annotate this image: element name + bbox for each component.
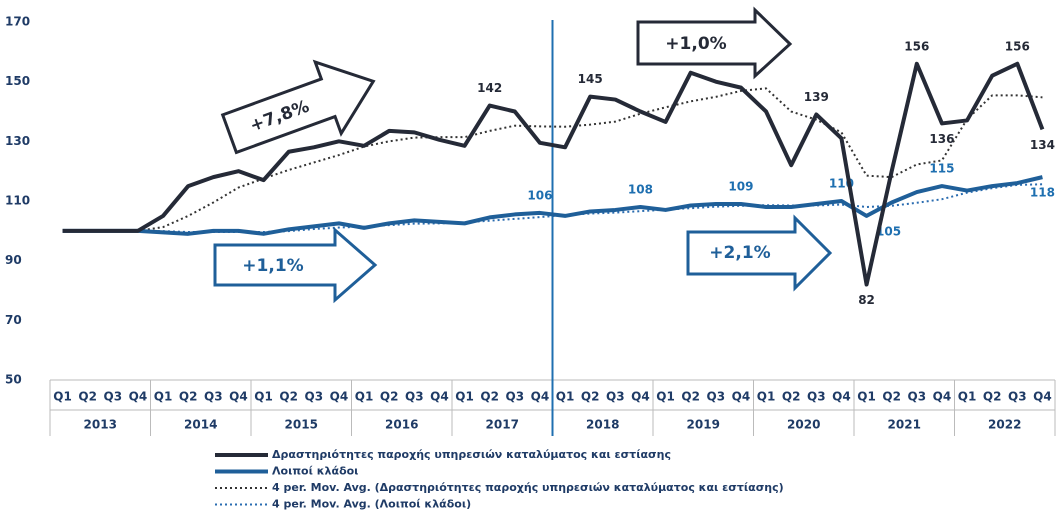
x-tick-label: Q3: [606, 390, 625, 404]
x-tick-label: Q2: [581, 390, 600, 404]
data-label: 109: [728, 179, 753, 193]
data-label: 142: [477, 81, 502, 95]
x-group-label: 2021: [888, 418, 921, 432]
x-tick-label: Q1: [355, 390, 374, 404]
data-label: 145: [578, 72, 603, 86]
x-tick-label: Q3: [104, 390, 123, 404]
x-tick-label: Q4: [933, 390, 952, 404]
data-label: 156: [1005, 39, 1030, 53]
x-tick-label: Q1: [556, 390, 575, 404]
x-tick-label: Q2: [681, 390, 700, 404]
x-tick-label: Q3: [1008, 390, 1027, 404]
x-tick-label: Q4: [129, 390, 148, 404]
series-line: [137, 183, 1043, 234]
x-group-label: 2016: [385, 418, 418, 432]
annotation: +1,0%: [665, 34, 726, 54]
y-tick-label: 110: [5, 194, 30, 208]
data-label: 108: [628, 182, 653, 196]
annotation-arrow: +1,1%: [213, 226, 378, 304]
x-tick-label: Q2: [882, 390, 901, 404]
x-tick-label: Q3: [405, 390, 424, 404]
annotation-arrow: +1,0%: [636, 6, 793, 80]
x-group-label: 2017: [486, 418, 519, 432]
x-group-label: 2019: [687, 418, 720, 432]
y-tick-label: 150: [5, 74, 30, 88]
y-tick-label: 170: [5, 15, 30, 29]
x-tick-label: Q3: [807, 390, 826, 404]
x-tick-label: Q4: [631, 390, 650, 404]
x-tick-label: Q4: [330, 390, 349, 404]
y-tick-label: 130: [5, 134, 30, 148]
x-tick-label: Q2: [983, 390, 1002, 404]
data-label: 115: [929, 162, 954, 176]
annotation-arrow: +2,1%: [686, 214, 833, 292]
x-tick-label: Q3: [204, 390, 223, 404]
data-label: 118: [1030, 186, 1055, 200]
x-tick-label: Q2: [78, 390, 97, 404]
x-tick-label: Q1: [53, 390, 72, 404]
x-group-label: 2013: [84, 418, 117, 432]
annotation-arrow: +7,8%: [220, 59, 376, 155]
x-tick-label: Q2: [380, 390, 399, 404]
annotation: +1,1%: [242, 256, 303, 276]
data-label: 106: [527, 188, 552, 202]
x-tick-label: Q2: [279, 390, 298, 404]
x-tick-label: Q2: [480, 390, 499, 404]
legend-label: 4 per. Mov. Avg. (Λοιποί κλάδοι): [272, 498, 471, 511]
x-group-label: 2022: [988, 418, 1021, 432]
x-tick-label: Q3: [305, 390, 324, 404]
x-tick-label: Q1: [958, 390, 977, 404]
x-tick-label: Q4: [1033, 390, 1052, 404]
x-tick-label: Q4: [430, 390, 449, 404]
y-tick-label: 90: [5, 253, 22, 267]
x-tick-label: Q1: [254, 390, 273, 404]
x-group-label: 2020: [787, 418, 820, 432]
x-tick-label: Q2: [782, 390, 801, 404]
x-tick-label: Q2: [179, 390, 198, 404]
x-tick-label: Q3: [506, 390, 525, 404]
x-tick-label: Q3: [707, 390, 726, 404]
x-tick-label: Q1: [455, 390, 474, 404]
x-tick-label: Q4: [229, 390, 248, 404]
x-tick-label: Q1: [757, 390, 776, 404]
x-tick-label: Q3: [908, 390, 927, 404]
legend-label: 4 per. Mov. Avg. (Δραστηριότητες παροχής…: [272, 481, 784, 494]
x-group-label: 2015: [285, 418, 318, 432]
data-label: 134: [1030, 138, 1055, 152]
y-tick-label: 50: [5, 373, 22, 387]
plot: 50 70 90 110 130 150 170 Q1 Q2 Q3 Q4 Q1 Q2 Q3 Q4 Q1 Q2 Q3…: [5, 15, 1056, 511]
series-line: [62, 61, 1045, 287]
data-label: 139: [804, 90, 829, 104]
x-tick-label: Q1: [656, 390, 675, 404]
x-group-label: 2018: [586, 418, 619, 432]
x-tick-label: Q4: [531, 390, 550, 404]
x-tick-label: Q1: [154, 390, 173, 404]
x-tick-label: Q4: [732, 390, 751, 404]
y-tick-label: 70: [5, 313, 22, 327]
annotation: +2,1%: [709, 243, 770, 263]
data-label: 136: [929, 132, 954, 146]
legend-label: Λοιποί κλάδοι: [272, 465, 358, 478]
series-line: [62, 175, 1043, 236]
data-label: 105: [876, 224, 901, 238]
data-label: 156: [904, 39, 929, 53]
legend-label: Δραστηριότητες παροχής υπηρεσιών καταλύμ…: [272, 448, 671, 461]
data-label: 82: [858, 293, 875, 307]
x-tick-label: Q4: [832, 390, 851, 404]
x-group-label: 2014: [184, 418, 217, 432]
x-tick-label: Q1: [857, 390, 876, 404]
